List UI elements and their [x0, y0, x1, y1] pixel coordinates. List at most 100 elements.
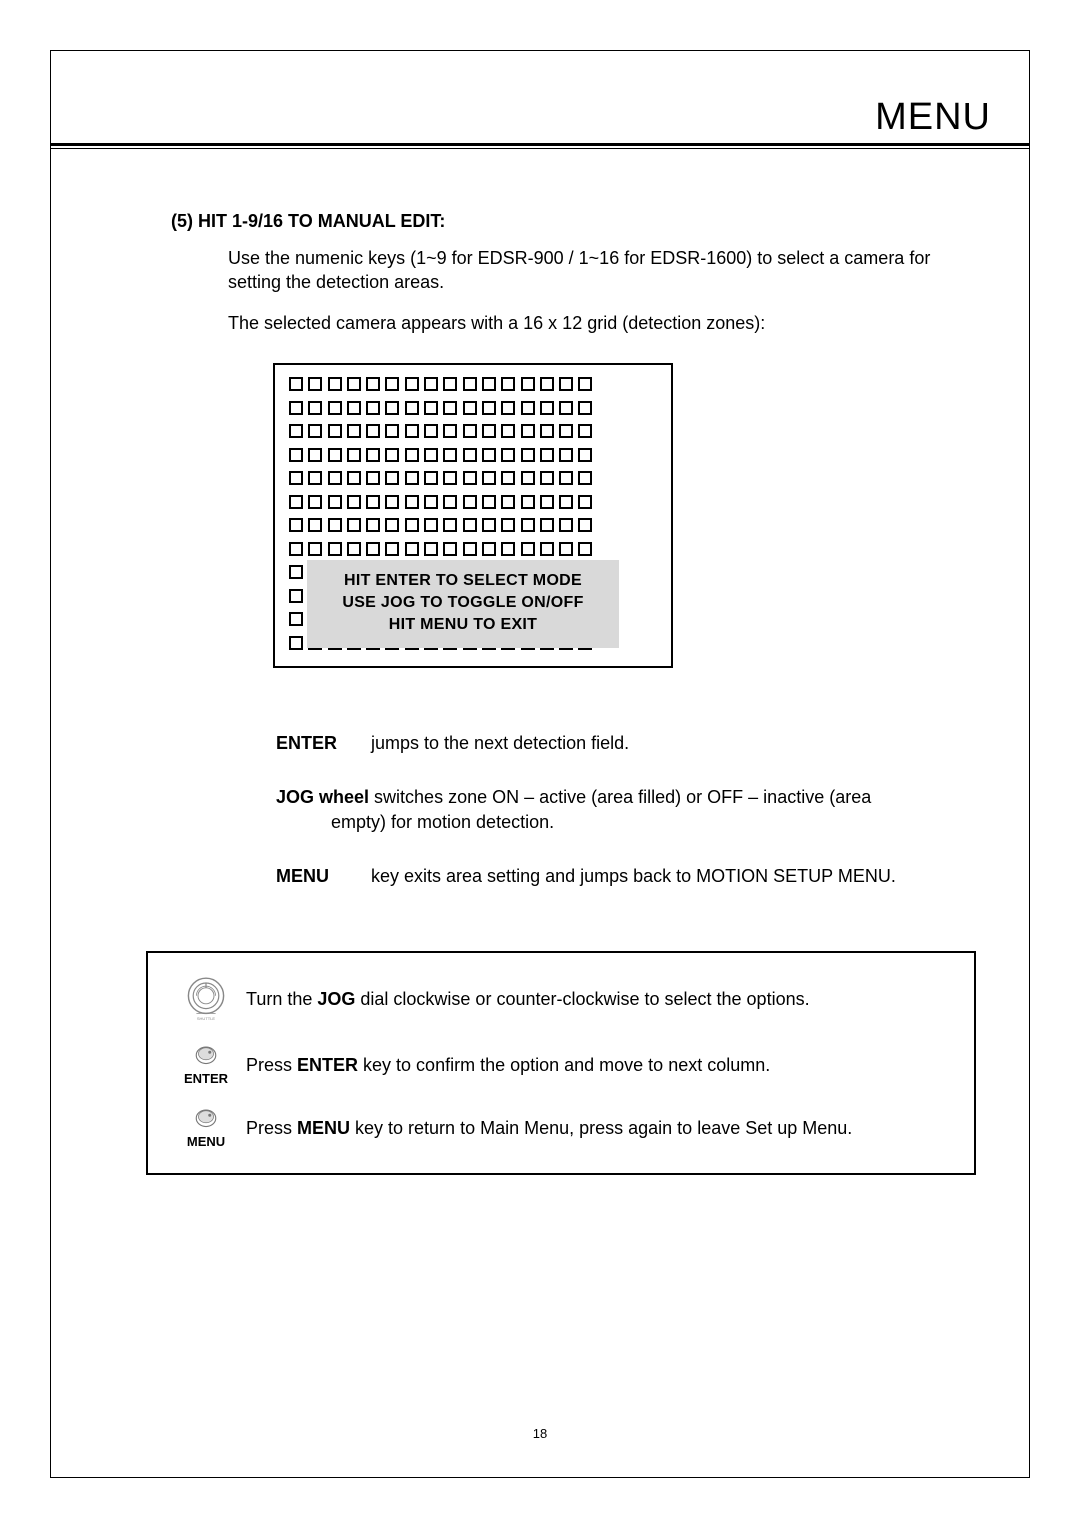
panel-enter-text: Press ENTER key to confirm the option an… [246, 1053, 770, 1077]
grid-cell [482, 471, 496, 485]
grid-cell [289, 471, 303, 485]
panel-row-menu: MENU Press MENU key to return to Main Me… [166, 1108, 956, 1149]
grid-cell [385, 471, 399, 485]
def-enter: ENTER jumps to the next detection field. [276, 731, 926, 755]
grid-cell [366, 542, 380, 556]
grid-cell [347, 448, 361, 462]
grid-cell [385, 495, 399, 509]
grid-cell [347, 495, 361, 509]
controls-panel: SHUTTLE Turn the JOG dial clockwise or c… [146, 951, 976, 1175]
grid-cell [521, 448, 535, 462]
panel-enter-post: key to confirm the option and move to ne… [358, 1055, 770, 1075]
grid-cell [347, 542, 361, 556]
grid-cell [463, 424, 477, 438]
grid-cell [289, 542, 303, 556]
grid-cell [328, 424, 342, 438]
grid-cell [521, 424, 535, 438]
grid-cell [578, 377, 592, 391]
grid-cell [501, 377, 515, 391]
grid-cell [424, 518, 438, 532]
grid-cell [328, 401, 342, 415]
grid-cell [443, 495, 457, 509]
page-header: MENU [51, 96, 1029, 139]
grid-cell [578, 448, 592, 462]
grid-cell [289, 612, 303, 626]
header-rule-thick [51, 143, 1029, 146]
grid-cell [463, 448, 477, 462]
jog-dial-icon: SHUTTLE [166, 975, 246, 1023]
page-frame: MENU (5) HIT 1-9/16 TO MANUAL EDIT: Use … [50, 50, 1030, 1478]
section-5-p1: Use the numenic keys (1~9 for EDSR-900 /… [228, 246, 951, 295]
grid-cell [366, 424, 380, 438]
panel-enter-pre: Press [246, 1055, 297, 1075]
grid-cell [501, 448, 515, 462]
grid-cell [482, 377, 496, 391]
grid-cell [366, 377, 380, 391]
grid-cell [578, 542, 592, 556]
panel-menu-bold: MENU [297, 1118, 350, 1138]
grid-cell [578, 471, 592, 485]
grid-cell [405, 471, 419, 485]
grid-cell [463, 401, 477, 415]
panel-jog-bold: JOG [317, 989, 355, 1009]
grid-cell [405, 448, 419, 462]
grid-cell [424, 495, 438, 509]
grid-cell [578, 518, 592, 532]
grid-cell [540, 471, 554, 485]
grid-overlay: HIT ENTER TO SELECT MODE USE JOG TO TOGG… [307, 560, 619, 648]
grid-cell [328, 471, 342, 485]
grid-cell [385, 377, 399, 391]
def-menu: MENU key exits area setting and jumps ba… [276, 864, 926, 888]
grid-cell [308, 448, 322, 462]
grid-cell [501, 471, 515, 485]
grid-cell [405, 424, 419, 438]
grid-cell [501, 401, 515, 415]
grid-cell [366, 495, 380, 509]
menu-key-icon: MENU [166, 1108, 246, 1149]
grid-cell [559, 401, 573, 415]
grid-row [289, 471, 598, 495]
grid-cell [463, 377, 477, 391]
grid-row [289, 448, 598, 472]
grid-cell [501, 495, 515, 509]
grid-cell [540, 424, 554, 438]
grid-cell [424, 377, 438, 391]
grid-cell [308, 424, 322, 438]
grid-cell [385, 401, 399, 415]
grid-cell [424, 401, 438, 415]
grid-cell [482, 542, 496, 556]
grid-cell [482, 424, 496, 438]
grid-row [289, 518, 598, 542]
grid-cell [521, 542, 535, 556]
page-title: MENU [875, 96, 991, 138]
grid-cell [463, 542, 477, 556]
grid-cell [308, 471, 322, 485]
grid-cell [578, 401, 592, 415]
grid-cell [443, 377, 457, 391]
grid-cell [521, 401, 535, 415]
def-jog-line2: empty) for motion detection. [331, 810, 926, 834]
def-enter-term: ENTER [276, 731, 371, 755]
menu-label: MENU [187, 1134, 225, 1149]
grid-cell [385, 424, 399, 438]
grid-cell [559, 518, 573, 532]
grid-cell [501, 424, 515, 438]
header-rule-thin [51, 148, 1029, 149]
definitions: ENTER jumps to the next detection field.… [276, 731, 926, 918]
grid-row [289, 401, 598, 425]
grid-cell [578, 424, 592, 438]
grid-cell [540, 542, 554, 556]
section-5: (5) HIT 1-9/16 TO MANUAL EDIT: Use the n… [171, 211, 951, 351]
panel-row-jog: SHUTTLE Turn the JOG dial clockwise or c… [166, 975, 956, 1023]
def-menu-term: MENU [276, 864, 371, 888]
section-5-heading: (5) HIT 1-9/16 TO MANUAL EDIT: [171, 211, 951, 232]
grid-cell [559, 448, 573, 462]
grid-cell [328, 542, 342, 556]
grid-cell [385, 542, 399, 556]
svg-text:SHUTTLE: SHUTTLE [197, 1016, 216, 1021]
panel-menu-post: key to return to Main Menu, press again … [350, 1118, 852, 1138]
grid-cell [521, 377, 535, 391]
grid-cell [559, 377, 573, 391]
grid-cell [482, 495, 496, 509]
grid-cell [366, 471, 380, 485]
